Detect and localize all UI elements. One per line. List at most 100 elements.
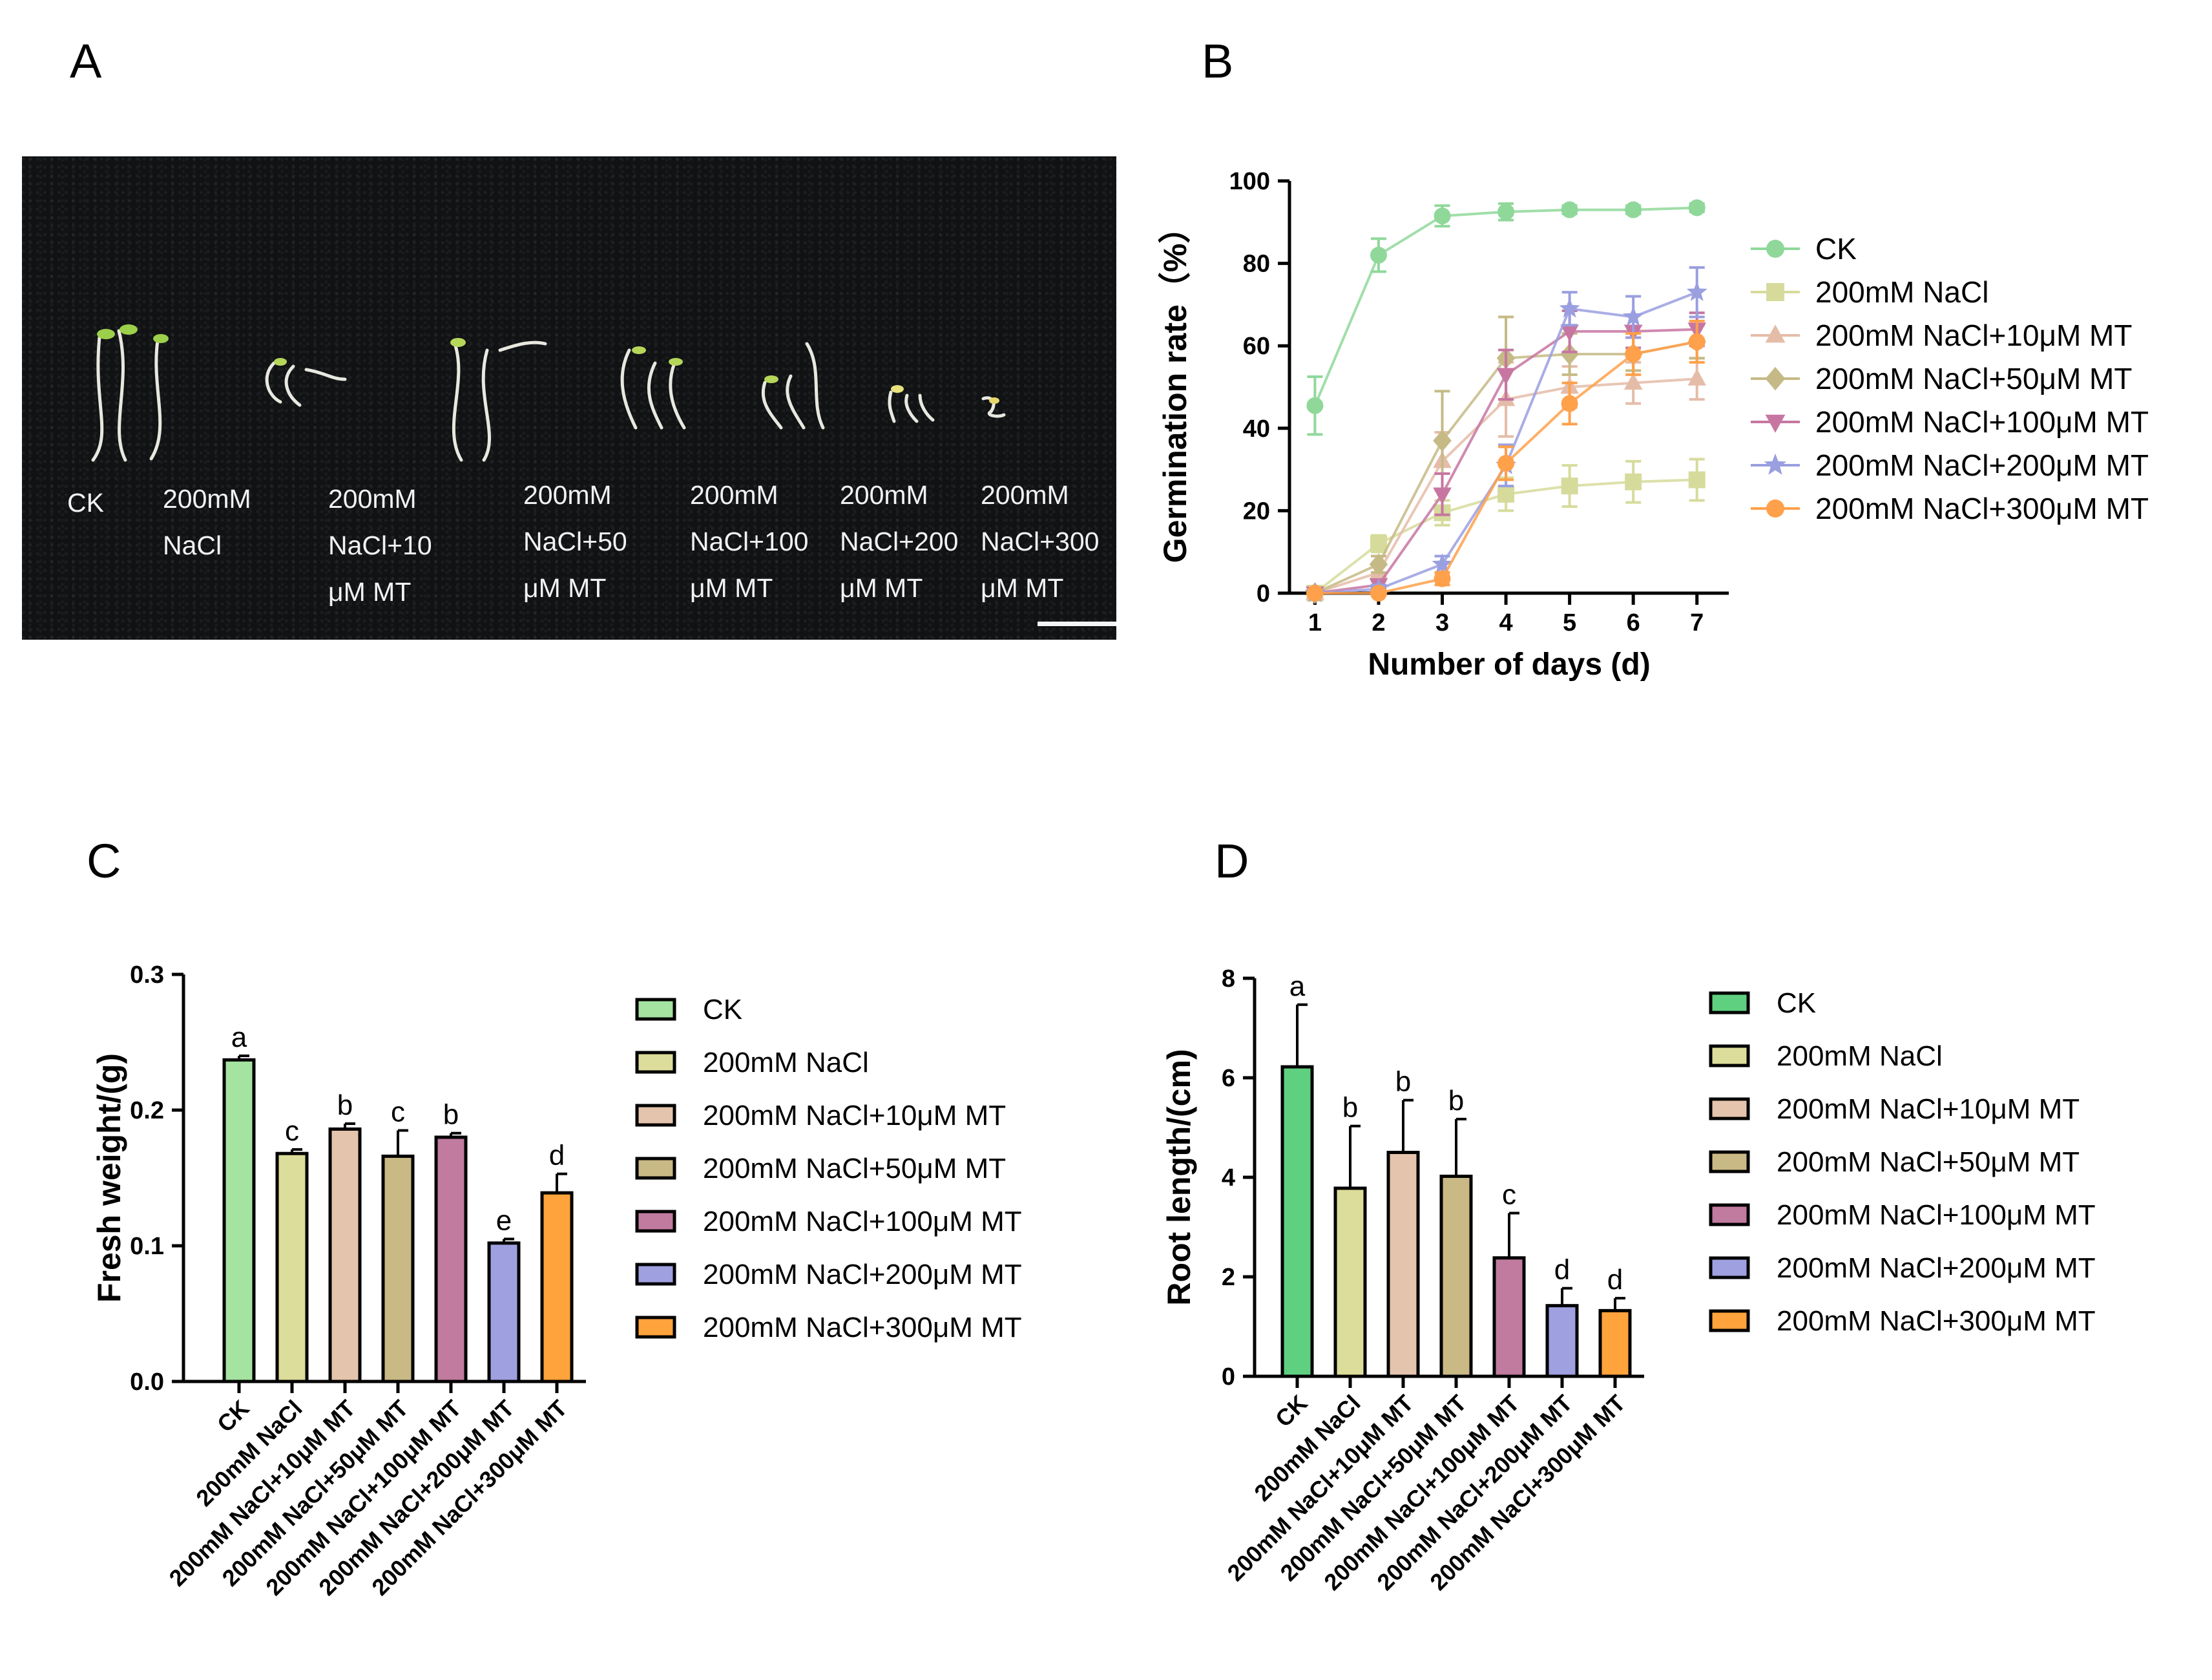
y-tick-label: 20	[1243, 498, 1270, 525]
legend-label: CK	[1777, 987, 1816, 1019]
data-point	[1433, 430, 1452, 452]
legend-label: 200mM NaCl+300μM MT	[703, 1312, 1022, 1343]
photo-label-nacl: 200mM NaCl	[163, 484, 251, 560]
series-6: 200mM NaCl+300μM MT	[1306, 319, 2149, 602]
legend-label: 200mM NaCl+200μM MT	[1815, 448, 2149, 482]
scale-bar	[1038, 622, 1116, 626]
legend-label: 200mM NaCl	[703, 1047, 869, 1078]
data-point	[1497, 203, 1515, 220]
legend-label: CK	[1815, 232, 1857, 266]
legend-label: 200mM NaCl+300μM MT	[1815, 492, 2149, 525]
series-0: CK	[1306, 199, 1857, 436]
x-tick-label: 3	[1435, 609, 1449, 636]
legend-label: 200mM NaCl+50μM MT	[1815, 362, 2132, 395]
legend-swatch	[635, 1104, 676, 1127]
data-point	[1625, 201, 1642, 218]
bar	[1598, 1308, 1632, 1378]
legend-swatch	[635, 1263, 676, 1286]
bar	[434, 1135, 468, 1383]
panel-letter-a: A	[70, 34, 102, 88]
y-tick-label: 60	[1243, 333, 1270, 360]
photo-label-10: 200mM NaCl+10 μM MT	[328, 484, 432, 607]
data-point	[1688, 333, 1706, 350]
legend-marker	[1766, 240, 1784, 258]
y-axis-title: Fresh weight/(g)	[91, 1053, 127, 1303]
significance-letter: d	[1554, 1254, 1570, 1286]
significance-letter: b	[1448, 1085, 1464, 1117]
x-axis-title: Number of days (d)	[1368, 647, 1650, 682]
data-point	[1623, 306, 1644, 326]
data-point	[1559, 297, 1580, 318]
bar	[1386, 1151, 1420, 1378]
seedling-drawings	[91, 324, 1006, 462]
data-point	[1625, 345, 1642, 362]
photo-label-100: 200mM NaCl+100 μM MT	[690, 480, 809, 603]
y-tick-label: 0.0	[130, 1369, 164, 1396]
significance-letter: d	[549, 1140, 565, 1171]
legend-swatch	[1709, 1203, 1750, 1226]
bar	[222, 1058, 256, 1383]
legend-marker	[1766, 499, 1784, 518]
data-point	[1561, 478, 1578, 495]
data-point	[1497, 455, 1515, 472]
data-point	[1623, 373, 1643, 390]
legend-label: 200mM NaCl+200μM MT	[703, 1259, 1022, 1290]
legend-label: 200mM NaCl+300μM MT	[1777, 1305, 2096, 1337]
bar	[1439, 1174, 1473, 1378]
legend-label: 200mM NaCl+10μM MT	[703, 1100, 1006, 1131]
x-tick-label: 2	[1372, 609, 1385, 636]
legend-swatch	[635, 1157, 676, 1180]
data-point	[1687, 368, 1707, 386]
data-point	[1432, 553, 1453, 573]
data-point	[1686, 281, 1707, 301]
significance-letter: c	[391, 1097, 405, 1128]
bar	[1545, 1304, 1579, 1378]
legend-label: 200mM NaCl+100μM MT	[1777, 1199, 2096, 1231]
y-tick-label: 0.2	[130, 1097, 164, 1124]
legend-swatch	[1709, 1309, 1750, 1332]
chart-fresh-weight: 0.0 0.1 0.2 0.3 Fresh weight/(g) a CK c 200mM Na…	[91, 961, 1022, 1601]
y-tick-label: 4	[1222, 1164, 1235, 1192]
legend-swatch	[1709, 1256, 1750, 1279]
significance-letter: d	[1607, 1264, 1623, 1296]
x-tick-label: 6	[1627, 609, 1640, 636]
data-point	[1434, 570, 1451, 587]
x-tick-label: 7	[1690, 609, 1704, 636]
bar	[487, 1241, 521, 1383]
photo-label-200: 200mM NaCl+200 μM MT	[840, 480, 959, 603]
legend-label: 200mM NaCl+100μM MT	[1815, 405, 2149, 439]
photo-label-50: 200mM NaCl+50 μM MT	[523, 480, 627, 603]
seedling-group-ck	[91, 324, 169, 462]
significance-letter: c	[285, 1115, 299, 1147]
legend-label: 200mM NaCl+50μM MT	[703, 1153, 1006, 1184]
bar	[1492, 1256, 1526, 1378]
seedling-group-300	[981, 396, 1006, 418]
photo-label-ck: CK	[67, 488, 104, 518]
y-tick-label: 6	[1222, 1065, 1235, 1092]
legend-marker	[1765, 414, 1786, 433]
data-point	[1370, 246, 1387, 264]
x-tick-label: CK	[1270, 1390, 1313, 1433]
x-tick-label: 5	[1563, 609, 1576, 636]
y-axis-title: Germination rate（%）	[1157, 211, 1193, 563]
significance-letter: a	[1289, 971, 1306, 1002]
legend-label: 200mM NaCl+200μM MT	[1777, 1252, 2096, 1284]
significance-letter: b	[337, 1089, 353, 1121]
panel-letter-d: D	[1215, 834, 1249, 888]
data-point	[1688, 199, 1706, 216]
significance-letter: c	[1502, 1179, 1516, 1210]
legend-swatch	[635, 1051, 676, 1074]
x-tick-label: CK	[212, 1395, 255, 1438]
bar	[1280, 1065, 1314, 1378]
legend-swatch	[1709, 1150, 1750, 1173]
data-point	[1560, 343, 1579, 365]
legend-swatch	[635, 998, 676, 1021]
data-point	[1433, 487, 1452, 505]
legend-marker	[1764, 453, 1787, 475]
data-point	[1369, 553, 1388, 576]
legend-marker	[1765, 366, 1786, 391]
data-point	[1306, 585, 1324, 602]
x-tick-label: 4	[1499, 609, 1513, 636]
chart-germination-rate: 0 20 40 60 80 100 1 2 3 4 5 6 7 Number of days (d) Ger…	[1157, 168, 2149, 682]
